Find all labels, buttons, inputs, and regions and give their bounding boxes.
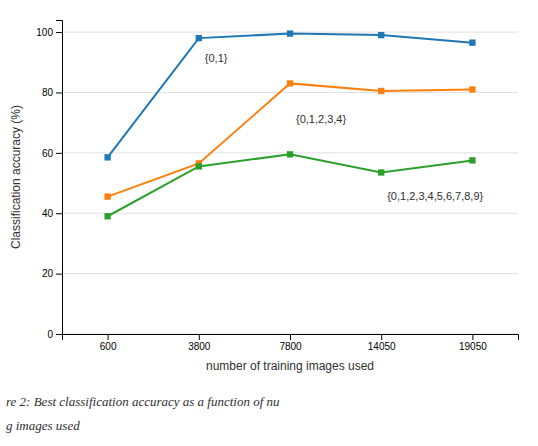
y-tick-mark	[56, 213, 62, 214]
x-axis-line	[63, 335, 519, 341]
x-tick-mark	[199, 334, 200, 340]
series-marker	[287, 151, 293, 157]
annotations: {0,1} {0,1,2,3,4} {0,1,2,3,4,5,6,7,8,9}	[205, 52, 484, 203]
x-tick: 3800	[188, 334, 211, 352]
x-axis: 600 3800 7800 14050 19050	[63, 334, 519, 352]
y-tick-mark	[56, 334, 62, 335]
series-line	[108, 83, 473, 196]
x-tick-label: 19050	[459, 341, 487, 352]
x-tick-mark	[472, 334, 473, 340]
x-tick-mark	[381, 334, 382, 340]
series-marker	[287, 80, 293, 86]
x-tick: 19050	[459, 334, 487, 352]
y-tick: 20	[42, 268, 62, 279]
x-tick: 600	[100, 334, 117, 352]
series-marker	[104, 193, 110, 199]
series-marker	[378, 32, 384, 38]
y-axis: 0 20 40 60 80 100	[36, 21, 62, 340]
x-tick-label: 600	[100, 341, 117, 352]
y-tick: 100	[36, 27, 62, 38]
series-marker	[104, 213, 110, 219]
series-marker	[469, 39, 475, 45]
y-tick: 60	[42, 148, 62, 159]
series-marker	[104, 154, 110, 160]
y-tick-label: 60	[42, 148, 54, 159]
plot-area: 0 20 40 60 80 100 600 3800 7800 14050 19050 number …	[9, 21, 519, 374]
y-tick-mark	[56, 32, 62, 33]
x-axis-title: number of training images used	[206, 359, 374, 373]
grid-line	[62, 213, 518, 214]
y-tick-label: 40	[42, 208, 54, 219]
x-tick-label: 3800	[188, 341, 211, 352]
y-tick-mark	[56, 153, 62, 154]
x-tick-mark	[290, 334, 291, 340]
grid-line	[62, 273, 518, 274]
caption: g images used	[6, 418, 80, 433]
series-marker	[287, 30, 293, 36]
chart: 0 20 40 60 80 100 600 3800 7800 14050 19050 number …	[0, 0, 538, 446]
x-tick: 7800	[279, 334, 302, 352]
annotation: {0,1,2,3,4,5,6,7,8,9}	[387, 190, 483, 202]
y-tick: 40	[42, 208, 62, 219]
grid	[62, 32, 518, 334]
series-marker	[378, 169, 384, 175]
y-tick-label: 0	[47, 329, 53, 340]
x-tick-mark	[108, 334, 109, 340]
x-tick-label: 14050	[368, 341, 396, 352]
y-tick-label: 80	[42, 87, 54, 98]
x-tick: 14050	[368, 334, 396, 352]
annotation: {0,1,2,3,4}	[296, 113, 346, 125]
grid-line	[62, 92, 518, 93]
x-tick-label: 7800	[279, 341, 302, 352]
y-tick: 0	[47, 329, 62, 340]
y-axis-title: Classification accuracy (%)	[9, 105, 23, 249]
series-marker	[378, 88, 384, 94]
y-tick-mark	[56, 274, 62, 275]
caption: re 2: Best classification accuracy as a …	[6, 394, 280, 409]
y-tick: 80	[42, 87, 62, 98]
series-marker	[469, 157, 475, 163]
series-line	[108, 154, 473, 216]
y-tick-label: 20	[42, 268, 54, 279]
series-line	[108, 34, 473, 158]
series-marker	[196, 163, 202, 169]
series-marker	[469, 86, 475, 92]
series-marker	[196, 35, 202, 41]
y-axis-line	[56, 21, 63, 335]
y-tick-label: 100	[36, 27, 53, 38]
y-tick-mark	[56, 92, 62, 93]
annotation: {0,1}	[205, 52, 228, 64]
